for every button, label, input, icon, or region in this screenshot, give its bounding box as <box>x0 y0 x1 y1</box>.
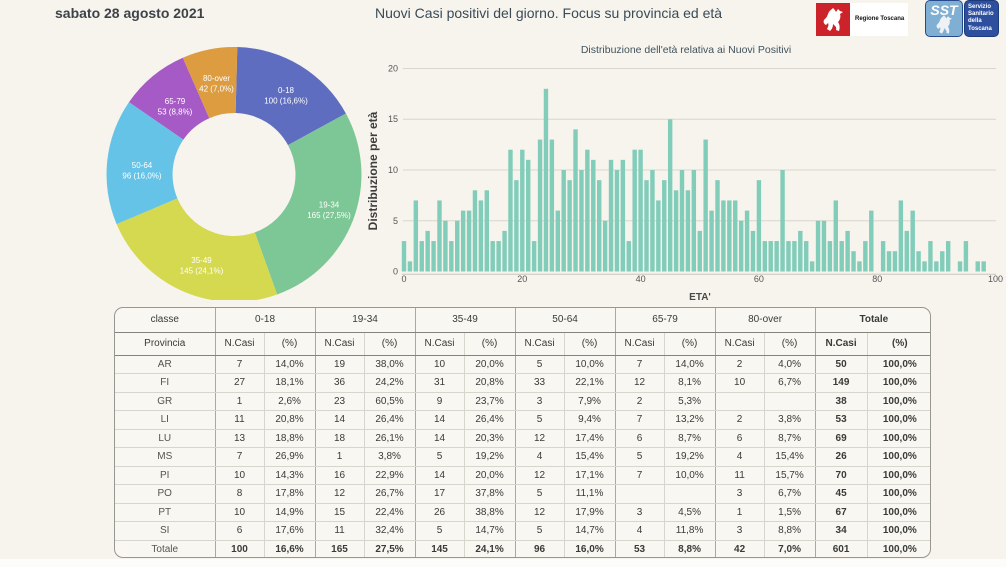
svg-text:35-49: 35-49 <box>191 256 212 265</box>
svg-text:60: 60 <box>754 274 764 284</box>
svg-text:50-64: 50-64 <box>132 161 153 170</box>
svg-text:65-79: 65-79 <box>165 97 186 106</box>
svg-text:42 (7,0%): 42 (7,0%) <box>199 85 234 94</box>
svg-text:100: 100 <box>988 274 1003 284</box>
svg-text:15: 15 <box>388 114 398 124</box>
svg-text:80-over: 80-over <box>203 74 230 83</box>
svg-text:96 (16,0%): 96 (16,0%) <box>122 172 161 181</box>
svg-text:53 (8,8%): 53 (8,8%) <box>158 108 193 117</box>
svg-text:20: 20 <box>388 64 398 74</box>
svg-text:80: 80 <box>872 274 882 284</box>
svg-text:20: 20 <box>517 274 527 284</box>
svg-text:19-34: 19-34 <box>319 201 340 210</box>
svg-text:40: 40 <box>636 274 646 284</box>
svg-text:0-18: 0-18 <box>278 86 295 95</box>
svg-text:0: 0 <box>393 267 398 277</box>
svg-text:165 (27,5%): 165 (27,5%) <box>307 211 351 220</box>
svg-text:145 (24,1%): 145 (24,1%) <box>180 267 224 276</box>
svg-text:10: 10 <box>388 165 398 175</box>
svg-text:5: 5 <box>393 216 398 226</box>
svg-text:0: 0 <box>401 274 406 284</box>
svg-text:100 (16,6%): 100 (16,6%) <box>264 97 308 106</box>
